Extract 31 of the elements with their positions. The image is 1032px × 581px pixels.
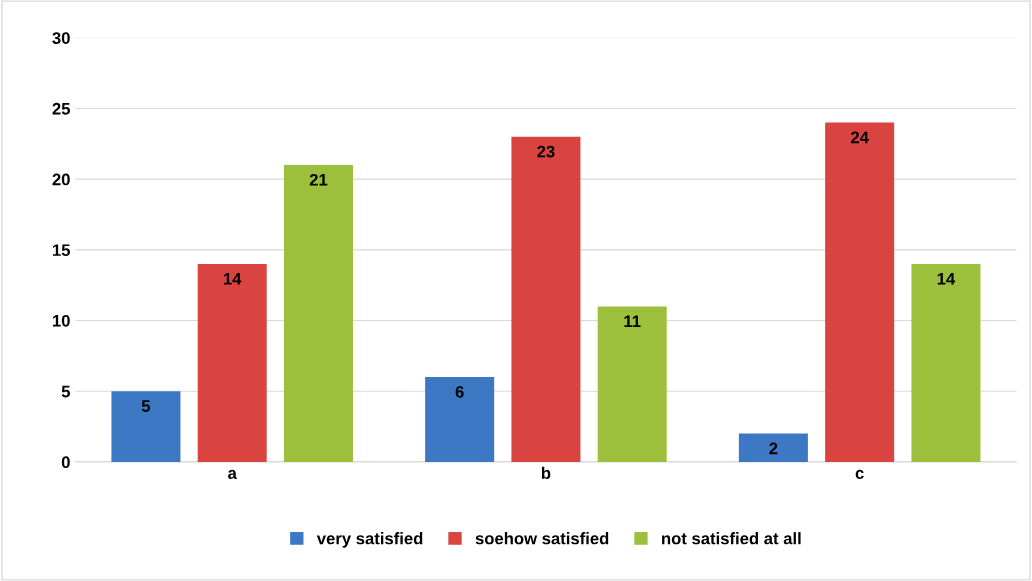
data-label: 24 bbox=[850, 131, 869, 144]
y-tick-label: 15 bbox=[52, 244, 71, 257]
y-tick-label: 0 bbox=[61, 456, 70, 469]
data-label: 14 bbox=[223, 273, 242, 285]
bar bbox=[911, 263, 981, 462]
y-tick-label: 25 bbox=[52, 102, 71, 115]
bar bbox=[511, 136, 581, 462]
data-label: 23 bbox=[537, 145, 555, 158]
data-label: 21 bbox=[309, 173, 328, 186]
bar bbox=[197, 263, 267, 462]
data-label: 5 bbox=[141, 400, 151, 412]
legend-label: very satisfied bbox=[316, 532, 423, 548]
bar bbox=[283, 165, 353, 462]
bar bbox=[825, 122, 895, 462]
data-label: 6 bbox=[455, 385, 464, 398]
x-tick-label: b bbox=[541, 466, 551, 479]
bar bbox=[597, 306, 667, 462]
y-tick-label: 20 bbox=[52, 173, 70, 186]
data-label: 14 bbox=[937, 273, 956, 285]
x-tick-label: a bbox=[228, 469, 237, 479]
bar bbox=[111, 391, 181, 462]
data-label: 2 bbox=[769, 442, 778, 455]
legend-label: soehow satisfied bbox=[475, 532, 609, 545]
data-label: 11 bbox=[624, 315, 641, 327]
y-tick-label: 30 bbox=[52, 32, 70, 44]
bar bbox=[425, 377, 495, 462]
bar bbox=[738, 433, 808, 462]
legend-label: not satisfied at all bbox=[662, 532, 801, 545]
y-tick-label: 10 bbox=[52, 314, 70, 327]
y-tick-label: 5 bbox=[61, 385, 71, 398]
x-tick-label: c bbox=[855, 469, 864, 479]
